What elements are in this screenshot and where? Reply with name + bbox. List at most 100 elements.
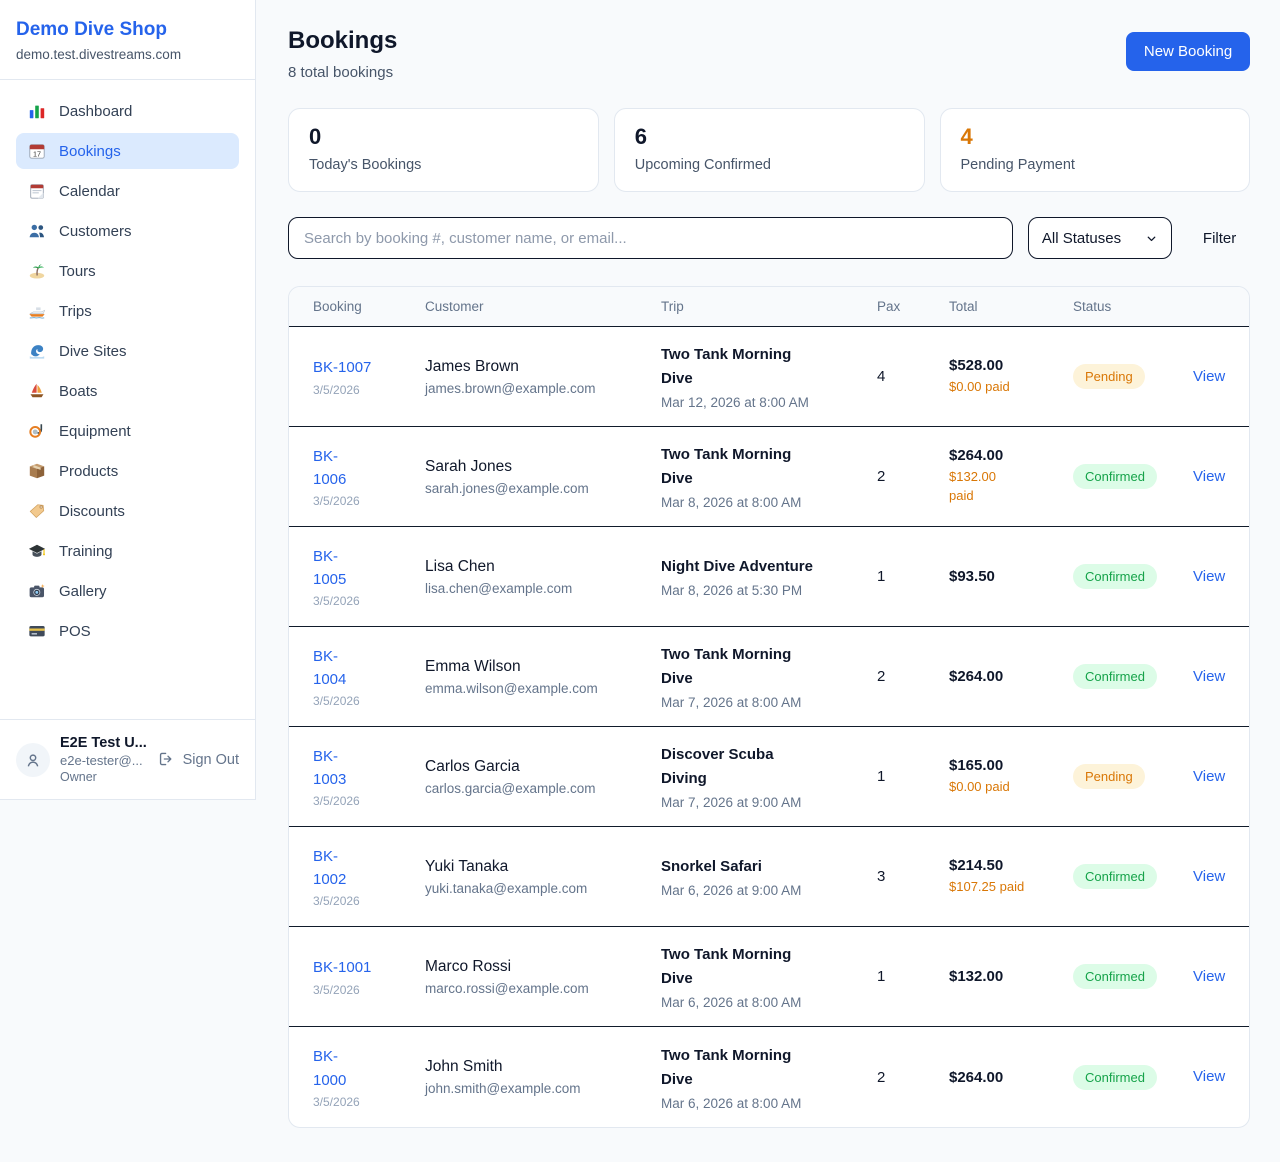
- sidebar-item-label: Calendar: [59, 182, 120, 200]
- table-body: BK-1007 3/5/2026 James Brown james.brown…: [289, 327, 1250, 1127]
- table-row: BK- 1003 3/5/2026 Carlos Garcia carlos.g…: [289, 727, 1250, 827]
- status-badge: Confirmed: [1073, 664, 1157, 689]
- customer-name: Carlos Garcia: [425, 757, 520, 775]
- booking-id-link[interactable]: BK- 1003: [313, 747, 347, 788]
- sidebar-item-equipment[interactable]: Equipment: [16, 413, 239, 449]
- filter-button[interactable]: Filter: [1187, 230, 1250, 247]
- trip-time: Mar 7, 2026 at 8:00 AM: [661, 695, 802, 710]
- status-badge: Confirmed: [1073, 464, 1157, 489]
- view-link[interactable]: View: [1193, 467, 1226, 485]
- trip-name: Two Tank Morning Dive: [661, 346, 792, 387]
- wave-icon: [28, 342, 46, 360]
- sidebar-item-label: Dashboard: [59, 102, 133, 120]
- brand-domain: demo.test.divestreams.com: [16, 47, 182, 62]
- avatar: [16, 742, 50, 777]
- sidebar-item-customers[interactable]: Customers: [16, 213, 239, 249]
- sailboat-icon: [28, 382, 46, 400]
- view-link[interactable]: View: [1193, 367, 1226, 385]
- view-link[interactable]: View: [1193, 1068, 1226, 1085]
- pax-value: 2: [877, 668, 886, 685]
- new-booking-button[interactable]: New Booking: [1125, 32, 1251, 71]
- sidebar-item-dashboard[interactable]: Dashboard: [16, 93, 239, 129]
- customer-cell: John Smith john.smith@example.com: [425, 1058, 661, 1096]
- sidebar-item-training[interactable]: Training: [16, 533, 239, 569]
- booking-id-link[interactable]: BK- 1002: [313, 847, 347, 888]
- sidebar-item-label: POS: [59, 622, 91, 640]
- amount-paid: $0.00 paid: [949, 378, 1010, 394]
- trip-name: Night Dive Adventure: [661, 558, 813, 575]
- page-subtitle: 8 total bookings: [288, 64, 394, 81]
- sidebar-item-products[interactable]: Products: [16, 453, 239, 489]
- sidebar-item-bookings[interactable]: 17 Bookings: [16, 133, 239, 169]
- sidebar-item-label: Bookings: [59, 142, 121, 160]
- total-amount: $214.50: [949, 856, 1004, 874]
- customer-cell: Carlos Garcia carlos.garcia@example.com: [425, 758, 661, 796]
- total-amount: $165.00: [949, 756, 1004, 774]
- sidebar-item-label: Products: [59, 462, 119, 480]
- booking-date: 3/5/2026: [313, 1094, 360, 1109]
- customer-email: john.smith@example.com: [425, 1081, 581, 1096]
- trip-time: Mar 6, 2026 at 8:00 AM: [661, 1095, 802, 1111]
- search-input[interactable]: [288, 217, 1013, 259]
- pax-value: 2: [877, 1068, 886, 1086]
- sidebar-item-trips[interactable]: Trips: [16, 293, 239, 329]
- stats-row: 0 Today's Bookings 6 Upcoming Confirmed …: [288, 108, 1251, 192]
- sidebar-item-label: Gallery: [59, 582, 107, 600]
- sign-out-button[interactable]: Sign Out: [158, 751, 239, 769]
- booking-cell: BK- 1003 3/5/2026: [313, 745, 425, 809]
- status-badge: Confirmed: [1073, 564, 1157, 589]
- user-info: E2E Test U... e2e-tester@... Owner: [60, 735, 148, 784]
- grad-cap-icon: [28, 542, 46, 560]
- total-amount: $264.00: [949, 447, 1004, 465]
- table-header-row: Booking Customer Trip Pax Total Status: [289, 287, 1250, 327]
- customer-cell: Emma Wilson emma.wilson@example.com: [425, 658, 661, 696]
- total-cell: $132.00: [949, 968, 1073, 985]
- sidebar-header: Demo Dive Shop demo.test.divestreams.com: [0, 0, 255, 80]
- total-amount: $528.00: [949, 356, 1004, 374]
- trip-name: Two Tank Morning Dive: [661, 446, 792, 487]
- booking-id-link[interactable]: BK- 1006: [313, 447, 347, 488]
- total-cell: $264.00: [949, 1069, 1073, 1086]
- booking-id-link[interactable]: BK-1001: [313, 959, 372, 977]
- booking-id-link[interactable]: BK- 1004: [313, 647, 347, 688]
- view-link[interactable]: View: [1193, 667, 1226, 685]
- status-select[interactable]: All Statuses: [1027, 217, 1172, 259]
- credit-card-icon: [28, 622, 46, 640]
- pax-value: 3: [877, 868, 886, 885]
- booking-id-link[interactable]: BK-1007: [313, 359, 372, 377]
- trip-cell: Two Tank Morning Dive Mar 6, 2026 at 8:0…: [661, 943, 877, 1010]
- booking-id-link[interactable]: BK- 1005: [313, 547, 347, 588]
- view-link[interactable]: View: [1193, 767, 1226, 785]
- customer-cell: Yuki Tanaka yuki.tanaka@example.com: [425, 858, 661, 896]
- sidebar-item-boats[interactable]: Boats: [16, 373, 239, 409]
- customer-email: emma.wilson@example.com: [425, 680, 598, 696]
- sidebar-item-dive-sites[interactable]: Dive Sites: [16, 333, 239, 369]
- booking-id-link[interactable]: BK- 1000: [313, 1048, 347, 1089]
- view-link[interactable]: View: [1193, 967, 1226, 985]
- sidebar-item-tours[interactable]: Tours: [16, 253, 239, 289]
- calendar-icon: 17: [28, 142, 46, 160]
- booking-date: 3/5/2026: [313, 382, 360, 397]
- trip-time: Mar 6, 2026 at 8:00 AM: [661, 995, 802, 1010]
- customer-email: carlos.garcia@example.com: [425, 780, 596, 796]
- status-cell: Pending: [1073, 764, 1193, 789]
- sidebar-item-gallery[interactable]: Gallery: [16, 573, 239, 609]
- total-cell: $264.00: [949, 668, 1073, 685]
- sidebar-item-pos[interactable]: POS: [16, 613, 239, 649]
- customer-cell: Sarah Jones sarah.jones@example.com: [425, 458, 661, 496]
- stat-card-pending-payment: 4 Pending Payment: [939, 108, 1251, 192]
- column-header-pax: Pax: [877, 299, 901, 314]
- customer-email: marco.rossi@example.com: [425, 980, 589, 996]
- svg-text:17: 17: [33, 149, 41, 158]
- camera-icon: [28, 582, 46, 600]
- trip-name: Two Tank Morning Dive: [661, 946, 792, 987]
- view-link[interactable]: View: [1193, 567, 1226, 585]
- view-link[interactable]: View: [1193, 867, 1226, 885]
- stat-value: 4: [960, 124, 973, 149]
- total-amount: $264.00: [949, 1068, 1004, 1086]
- status-cell: Confirmed: [1073, 464, 1193, 489]
- status-badge: Pending: [1073, 364, 1145, 389]
- trip-cell: Two Tank Morning Dive Mar 12, 2026 at 8:…: [661, 343, 877, 410]
- sidebar-item-calendar[interactable]: Calendar: [16, 173, 239, 209]
- sidebar-item-discounts[interactable]: Discounts: [16, 493, 239, 529]
